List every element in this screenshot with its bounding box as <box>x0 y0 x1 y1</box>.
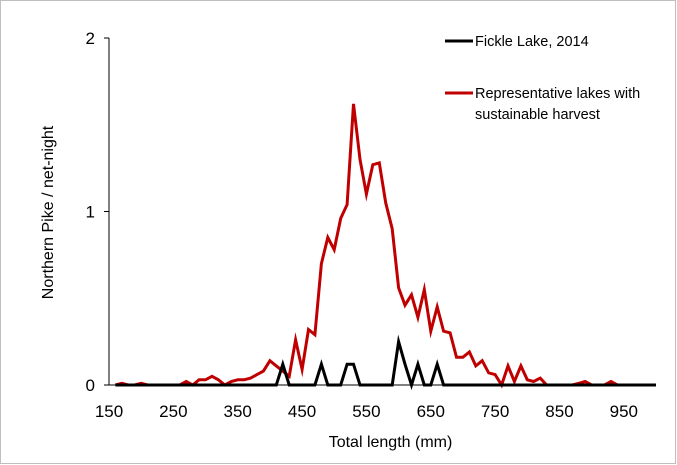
y-tick-label: 0 <box>86 376 95 395</box>
x-tick-label: 750 <box>481 402 509 421</box>
x-tick-label: 950 <box>610 402 638 421</box>
y-tick-label: 2 <box>86 29 95 48</box>
x-tick-label: 250 <box>159 402 187 421</box>
legend-label: Fickle Lake, 2014 <box>475 34 589 50</box>
series-line-fickle-lake <box>115 342 656 385</box>
x-tick-label: 650 <box>417 402 445 421</box>
plot-lines-group <box>115 104 656 385</box>
series-line-representative-lakes <box>115 104 656 385</box>
x-tick-label: 550 <box>352 402 380 421</box>
x-tick-label: 350 <box>224 402 252 421</box>
legend-label: Representative lakes with <box>475 86 640 102</box>
y-tick-label: 1 <box>86 203 95 222</box>
x-axis-title: Total length (mm) <box>329 434 453 451</box>
y-axis-title: Northern Pike / net-night <box>40 125 57 299</box>
x-tick-label: 850 <box>545 402 573 421</box>
legend: Fickle Lake, 2014 Representative lakes wi… <box>445 34 640 123</box>
legend-label: sustainable harvest <box>475 107 600 123</box>
x-tick-label: 150 <box>95 402 123 421</box>
x-tick-label: 450 <box>288 402 316 421</box>
